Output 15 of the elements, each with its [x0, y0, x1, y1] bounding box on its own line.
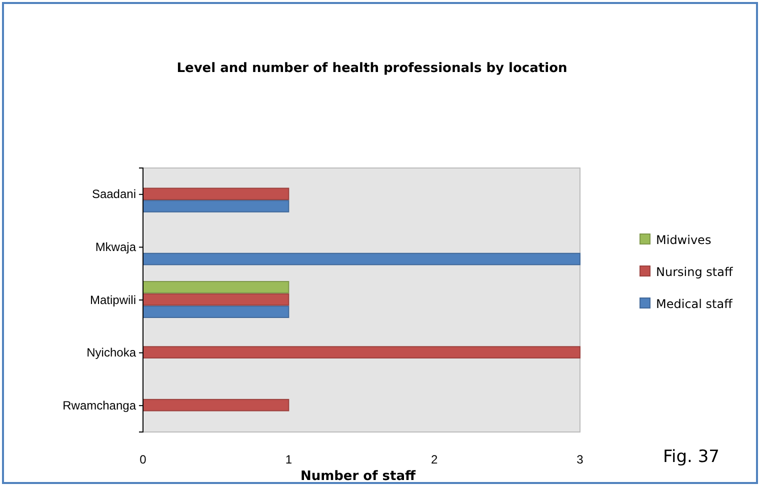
x-axis-title: Number of staff [300, 469, 416, 484]
x-tick-label: 3 [576, 452, 584, 467]
y-tick-label: Saadani [92, 187, 136, 202]
x-tick-label: 0 [140, 452, 147, 467]
caption: Fig. 37 [663, 447, 720, 467]
y-tick-label: Matipwili [90, 292, 136, 307]
chart-title: Level and number of health professionals by location [176, 61, 568, 76]
x-tick-label: 2 [430, 452, 438, 467]
legend-label: Midwives [656, 233, 712, 247]
y-tick-label: Mkwaja [95, 240, 136, 254]
x-tick-label: 1 [285, 452, 292, 467]
y-tick-label: Nyichoka [86, 346, 136, 360]
y-tick-label: Rwamchanga [62, 398, 136, 412]
legend-label: Medical staff [656, 297, 734, 311]
legend-label: Nursing staff [656, 265, 734, 279]
